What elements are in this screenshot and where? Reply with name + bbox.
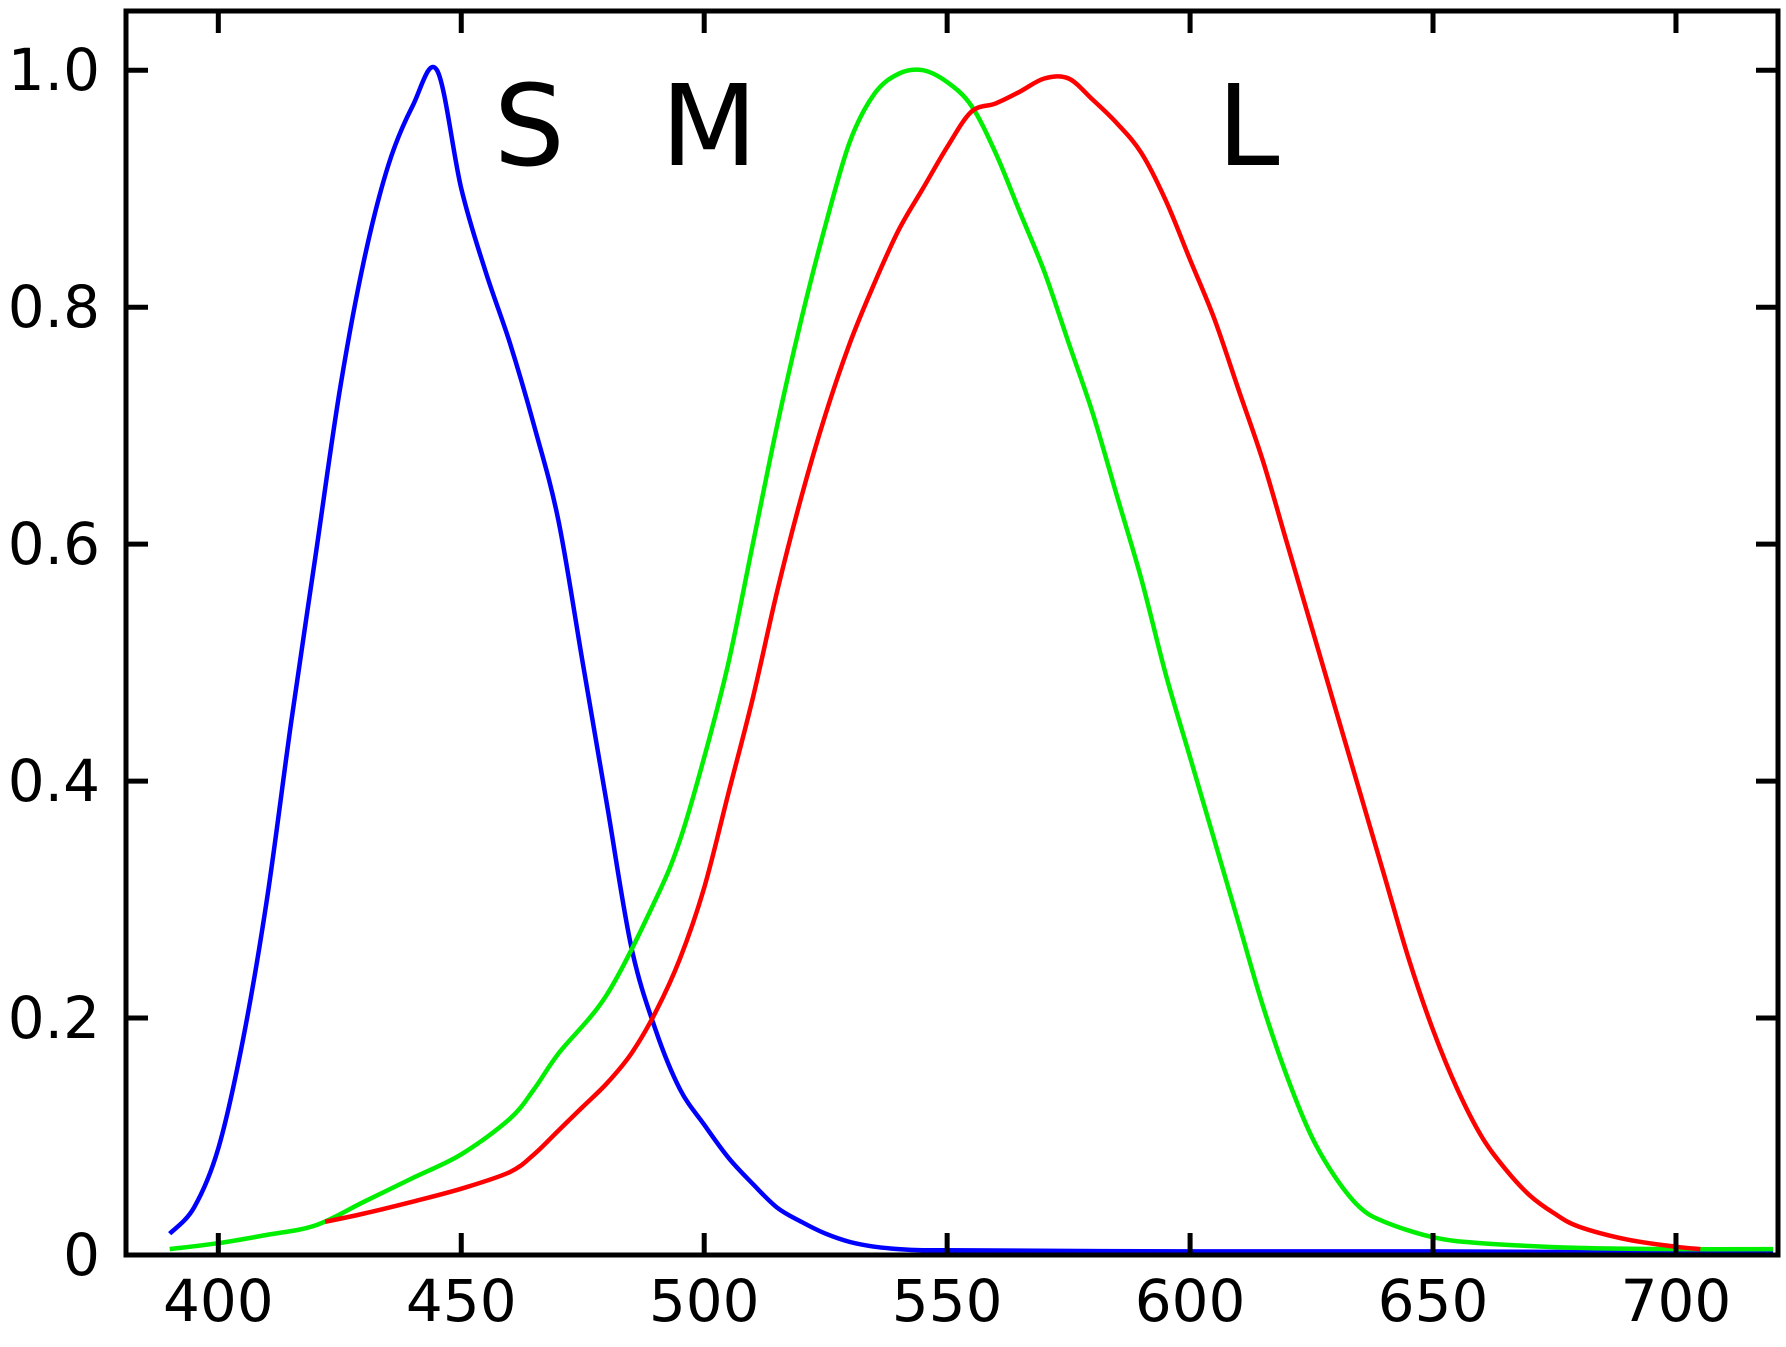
s-cone-curve bbox=[168, 65, 1774, 1255]
m-cone-curve bbox=[169, 67, 1774, 1252]
x-tick-label: 700 bbox=[1621, 1267, 1732, 1335]
x-tick-label: 500 bbox=[649, 1267, 760, 1335]
plot-frame bbox=[123, 8, 1781, 1258]
y-tick-label: 0.6 bbox=[8, 510, 100, 578]
tick-layer: 400 450 500 550 600 650 700 0 0.2 0.4 0.6 0.8 1.0 bbox=[8, 11, 1778, 1335]
y-tick-label: 1.0 bbox=[8, 36, 100, 104]
series-layer bbox=[168, 65, 1774, 1255]
l-cone-curve bbox=[324, 74, 1701, 1252]
series-label-m: M bbox=[661, 62, 758, 192]
y-tick-label: 0.2 bbox=[8, 984, 100, 1052]
x-tick-label: 550 bbox=[892, 1267, 1003, 1335]
x-tick-label: 600 bbox=[1135, 1267, 1246, 1335]
y-tick-label: 0.8 bbox=[8, 273, 100, 341]
x-tick-label: 400 bbox=[163, 1267, 274, 1335]
y-tick-label: 0.4 bbox=[8, 747, 100, 815]
y-tick-label: 0 bbox=[63, 1221, 100, 1289]
x-tick-label: 450 bbox=[406, 1267, 517, 1335]
series-label-s: S bbox=[494, 62, 565, 192]
x-tick-label: 650 bbox=[1378, 1267, 1489, 1335]
series-label-l: L bbox=[1217, 62, 1279, 192]
